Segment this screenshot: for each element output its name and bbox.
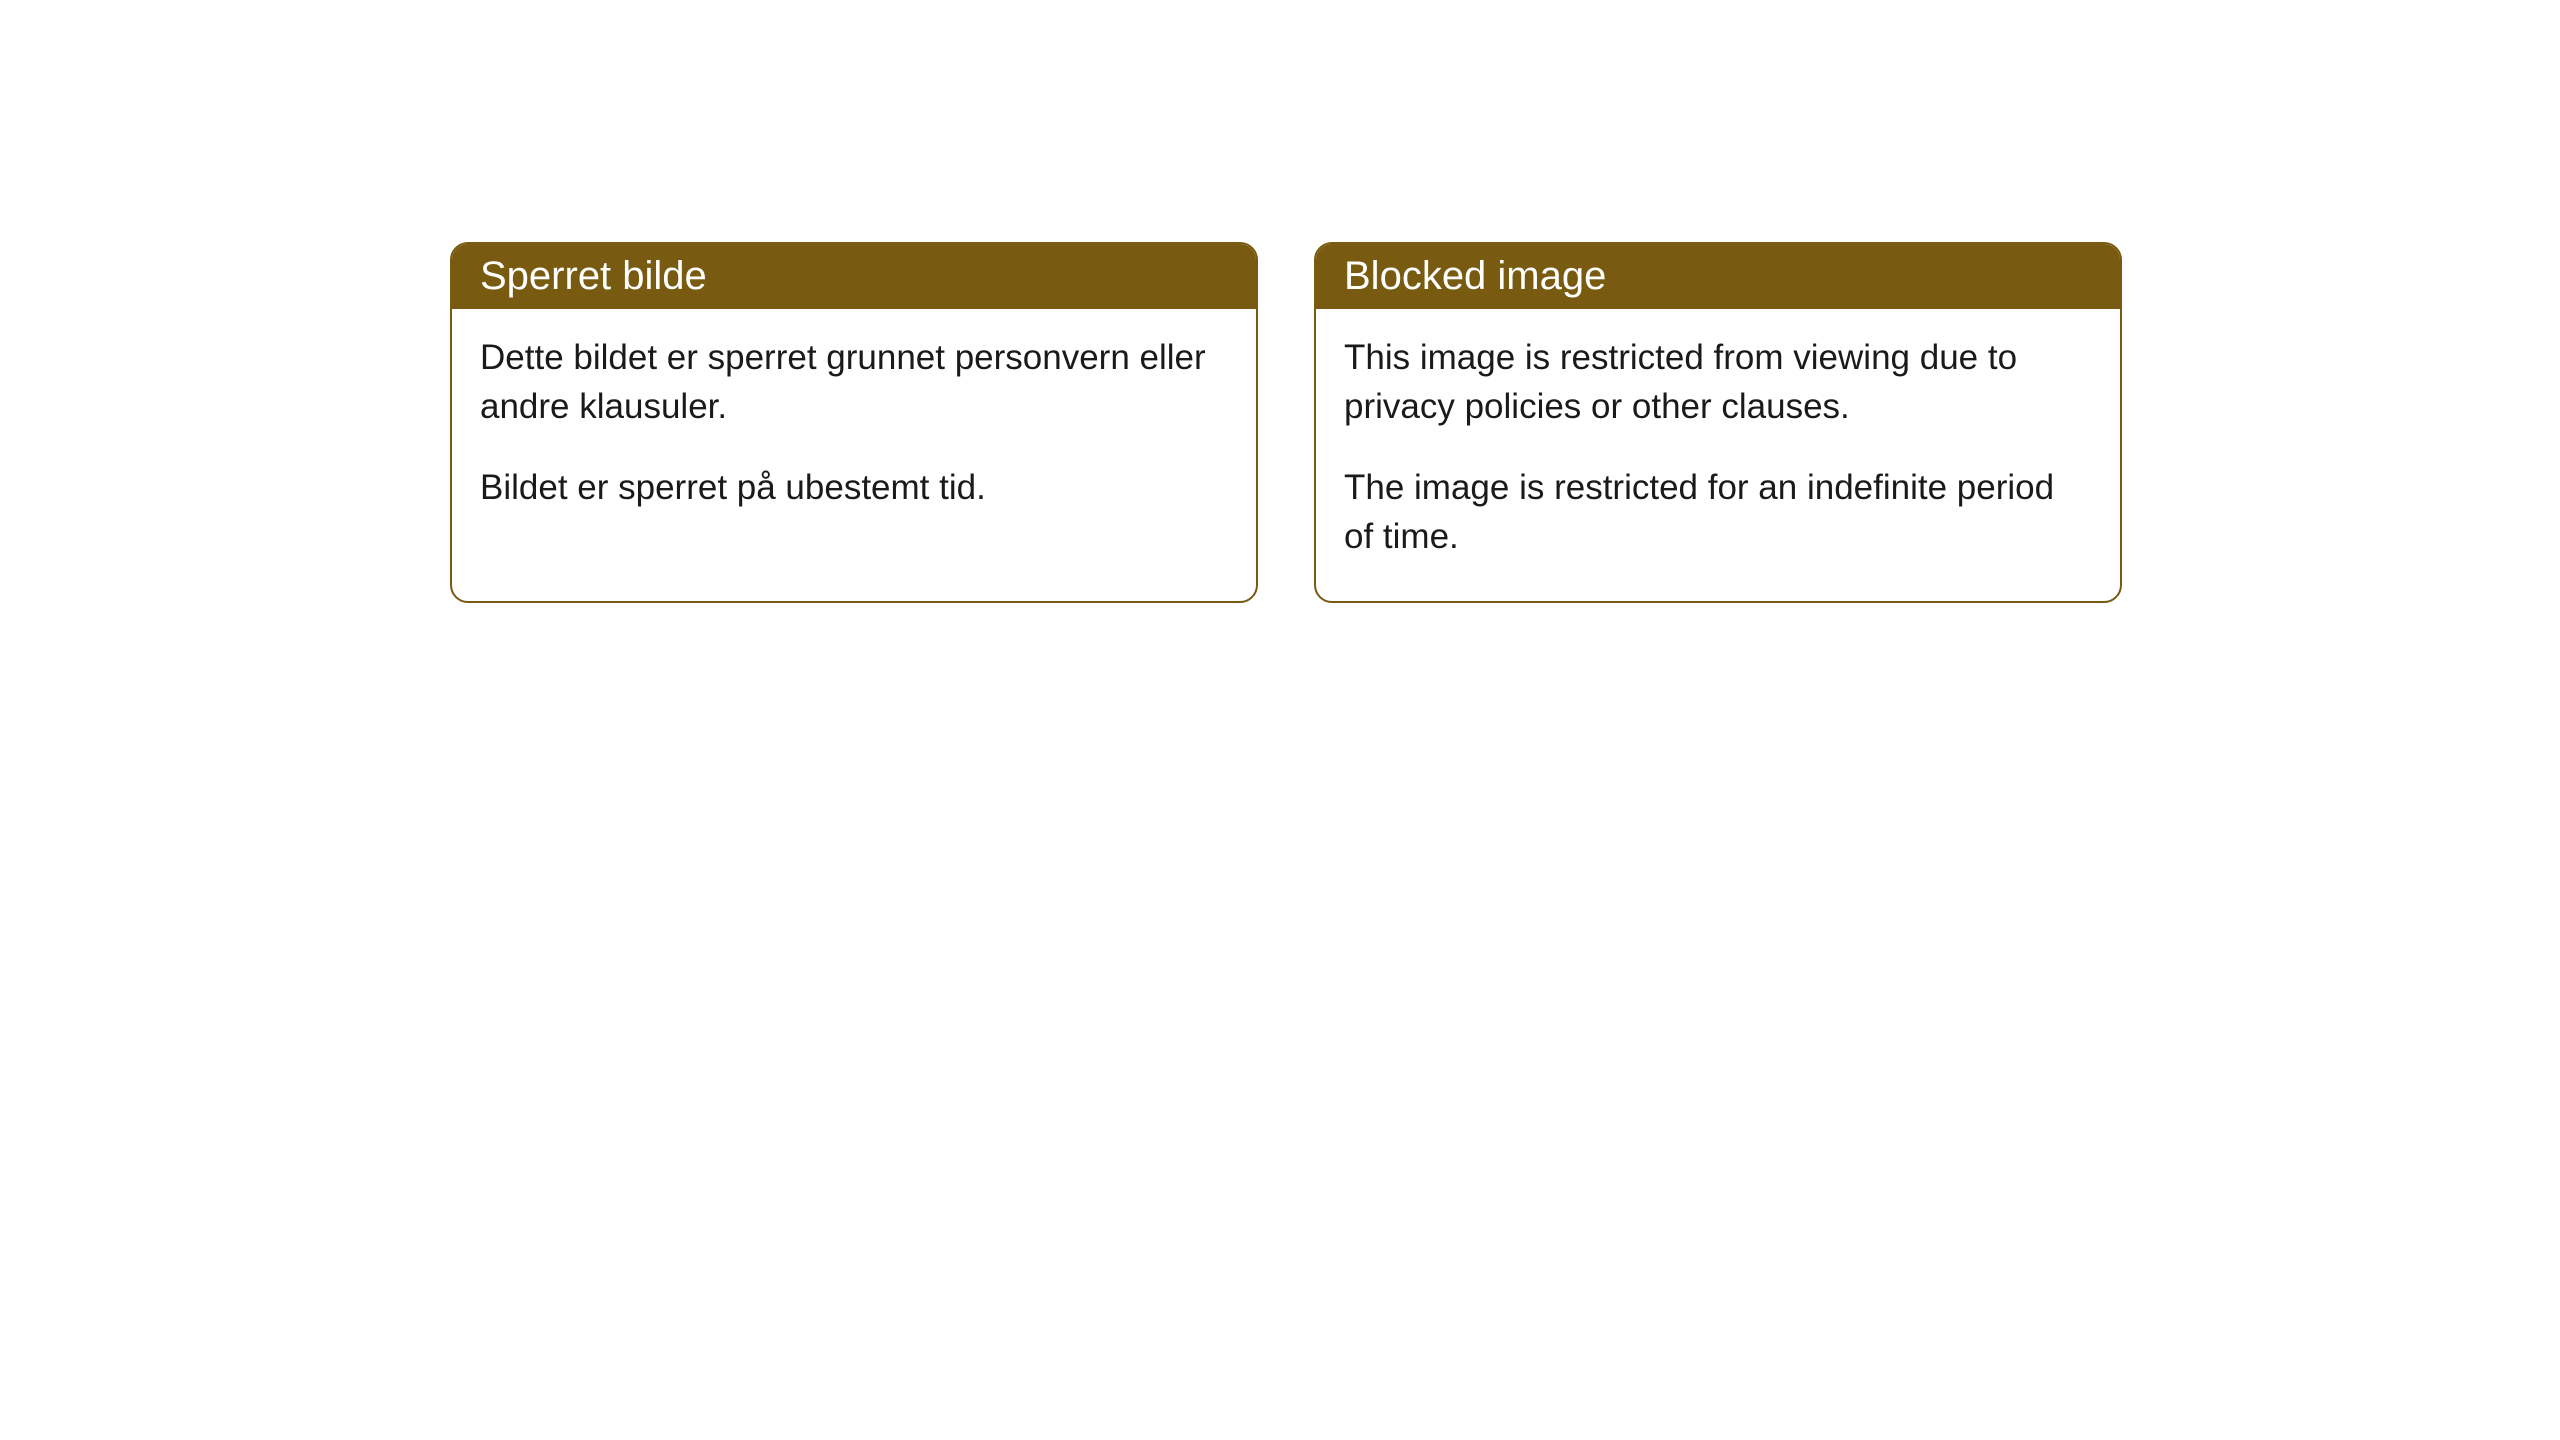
- card-paragraph: Bildet er sperret på ubestemt tid.: [480, 463, 1228, 512]
- card-paragraph: This image is restricted from viewing du…: [1344, 333, 2092, 431]
- blocked-image-card-norwegian: Sperret bilde Dette bildet er sperret gr…: [450, 242, 1258, 603]
- card-body: This image is restricted from viewing du…: [1316, 309, 2120, 601]
- card-body: Dette bildet er sperret grunnet personve…: [452, 309, 1256, 552]
- card-title: Sperret bilde: [480, 254, 707, 298]
- card-paragraph: Dette bildet er sperret grunnet personve…: [480, 333, 1228, 431]
- card-title: Blocked image: [1344, 254, 1606, 298]
- notice-cards-container: Sperret bilde Dette bildet er sperret gr…: [0, 0, 2560, 603]
- card-header: Blocked image: [1316, 244, 2120, 309]
- card-header: Sperret bilde: [452, 244, 1256, 309]
- card-paragraph: The image is restricted for an indefinit…: [1344, 463, 2092, 561]
- blocked-image-card-english: Blocked image This image is restricted f…: [1314, 242, 2122, 603]
